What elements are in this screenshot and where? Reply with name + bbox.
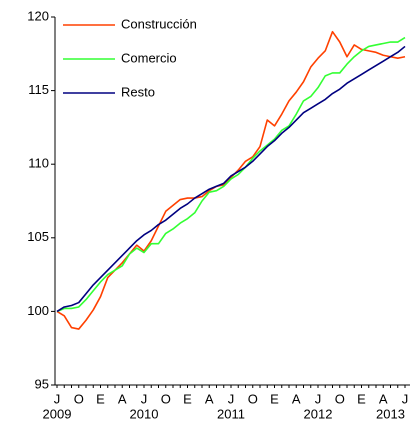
series-line [56, 45, 406, 313]
legend-label: Comercio [121, 50, 177, 65]
x-tick-label: E [357, 391, 366, 406]
x-tick-label: J [315, 391, 322, 406]
y-tick-label: 105 [27, 229, 49, 244]
legend-label: Construcción [121, 16, 197, 31]
y-tick-label: 120 [27, 8, 49, 23]
x-tick-label: O [335, 391, 345, 406]
year-label: 2013 [376, 406, 405, 421]
x-tick-label: J [228, 391, 235, 406]
x-tick-label: A [205, 391, 214, 406]
y-tick-label: 100 [27, 303, 49, 318]
series-line [56, 30, 406, 330]
x-tick-label: E [183, 391, 192, 406]
year-label: 2012 [304, 406, 333, 421]
x-tick-label: E [270, 391, 279, 406]
x-tick-label: O [248, 391, 258, 406]
year-label: 2009 [43, 406, 72, 421]
x-tick-label: J [402, 391, 409, 406]
x-tick-label: A [292, 391, 301, 406]
x-tick-label: E [96, 391, 105, 406]
y-tick-label: 110 [28, 156, 49, 171]
x-tick-label: O [161, 391, 171, 406]
y-tick-label: 95 [35, 376, 49, 391]
legend-label: Resto [121, 84, 155, 99]
x-tick-label: A [379, 391, 388, 406]
x-tick-label: A [118, 391, 127, 406]
year-label: 2010 [130, 406, 159, 421]
year-label: 2011 [217, 406, 245, 421]
y-tick-label: 115 [28, 82, 49, 97]
x-tick-label: O [74, 391, 84, 406]
series-line [56, 36, 406, 313]
x-tick-label: J [141, 391, 148, 406]
x-tick-label: J [54, 391, 61, 406]
